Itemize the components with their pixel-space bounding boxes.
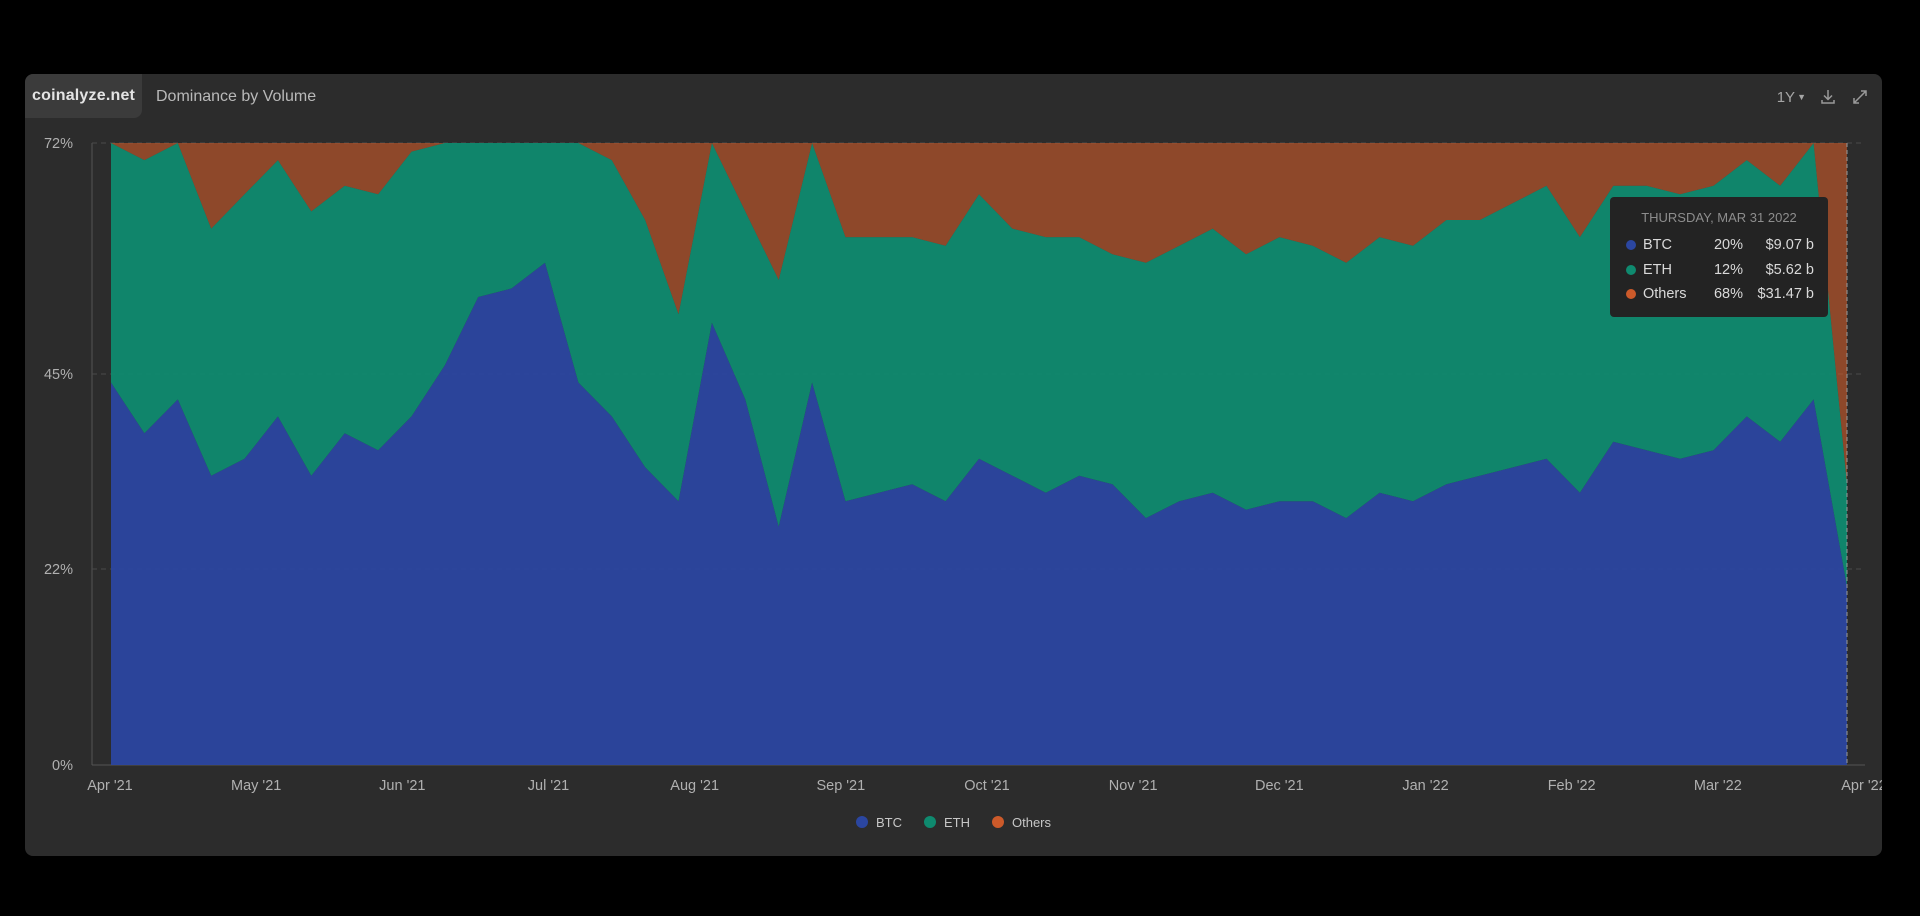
tooltip-value-btc: $9.07 b — [1765, 237, 1814, 254]
download-icon[interactable] — [1818, 87, 1838, 107]
x-tick-label: Jul '21 — [528, 778, 569, 794]
legend-dot-others — [991, 816, 1004, 828]
chart-plot[interactable]: 0% 22% 45% 72% Apr '21 May '21 Jun '21 Jul '21 A… — [25, 74, 1882, 810]
x-tick-label: Apr '21 — [87, 778, 133, 794]
tooltip-date: THURSDAY, MAR 31 2022 — [1641, 210, 1797, 225]
y-tick-label: 45% — [44, 367, 73, 383]
range-label: 1Y — [1776, 88, 1796, 106]
range-selector[interactable]: 1Y ▼ — [1777, 89, 1806, 106]
x-tick-label: Feb '22 — [1548, 778, 1596, 794]
legend-item-eth[interactable]: ETH — [923, 812, 970, 832]
brand-logo[interactable]: coinalyze.net — [25, 74, 143, 118]
legend-label-others: Others — [1011, 814, 1051, 830]
chevron-down-icon: ▼ — [1797, 92, 1806, 102]
chart-toolbar: 1Y ▼ — [1777, 86, 1870, 108]
x-tick-label: Mar '22 — [1694, 778, 1742, 794]
x-tick-label: Oct '21 — [964, 778, 1009, 794]
tooltip-dot-btc — [1626, 240, 1636, 251]
area-series-btc — [111, 262, 1847, 765]
tooltip-name-others: Others — [1643, 286, 1687, 303]
x-tick-label: May '21 — [231, 778, 281, 794]
legend-label-btc: BTC — [875, 814, 902, 830]
y-tick-label: 72% — [44, 136, 73, 152]
tooltip-pct-btc: 20% — [1713, 237, 1743, 254]
tooltip-name-eth: ETH — [1643, 261, 1672, 278]
auto-scale-icon[interactable] — [1850, 87, 1870, 107]
chart-panel: coinalyze.net Dominance by Volume 1Y ▼ 0… — [25, 74, 1882, 856]
y-tick-label: 22% — [44, 562, 73, 578]
tooltip-value-others: $31.47 b — [1757, 286, 1814, 303]
tooltip-row-eth: ETH 12% $5.62 b — [1610, 258, 1828, 283]
tooltip-dot-others — [1626, 289, 1636, 300]
legend-label-eth: ETH — [943, 814, 970, 830]
x-tick-label: Jun '21 — [379, 778, 425, 794]
tooltip-value-eth: $5.62 b — [1765, 261, 1814, 278]
tooltip-row-btc: BTC 20% $9.07 b — [1610, 233, 1828, 258]
x-tick-label: Dec '21 — [1255, 778, 1304, 794]
tooltip-dot-eth — [1626, 264, 1636, 275]
area-series-others — [111, 143, 1847, 485]
x-tick-label: Nov '21 — [1109, 778, 1158, 794]
chart-legend: BTC ETH Others — [25, 812, 1882, 832]
tooltip-pct-eth: 12% — [1713, 261, 1743, 278]
chart-tooltip: THURSDAY, MAR 31 2022 BTC 20% $9.07 b ET… — [1610, 197, 1828, 317]
x-tick-label: Jan '22 — [1402, 778, 1448, 794]
y-tick-label: 0% — [52, 758, 73, 774]
tooltip-pct-others: 68% — [1713, 286, 1743, 303]
legend-item-btc[interactable]: BTC — [855, 812, 902, 832]
tooltip-name-btc: BTC — [1643, 237, 1672, 254]
legend-item-others[interactable]: Others — [991, 812, 1051, 832]
legend-dot-btc — [855, 816, 868, 828]
area-series-eth — [111, 143, 1847, 587]
x-tick-label: Sep '21 — [816, 778, 865, 794]
legend-dot-eth — [923, 816, 936, 828]
x-tick-label: Apr '22 — [1841, 778, 1882, 794]
x-tick-label: Aug '21 — [670, 778, 719, 794]
tooltip-row-others: Others 68% $31.47 b — [1610, 282, 1828, 307]
chart-title: Dominance by Volume — [156, 88, 317, 105]
